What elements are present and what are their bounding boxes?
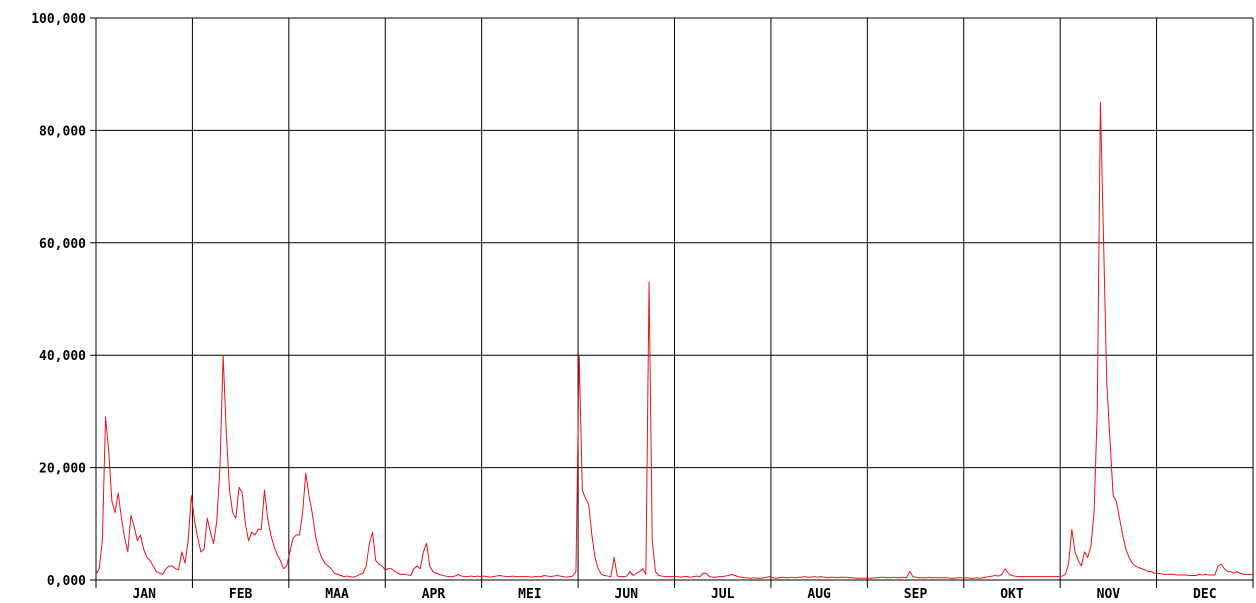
x-tick-label-dec: DEC <box>1193 587 1216 602</box>
x-tick-label-sep: SEP <box>904 587 928 602</box>
x-tick-label-nov: NOV <box>1097 587 1121 602</box>
y-tick-labels: 0,000 20,000 40,000 60,000 80,000 100,000 <box>31 12 86 589</box>
x-tick-label-maa: MAA <box>325 587 349 602</box>
series-layer <box>95 101 1253 579</box>
y-tick-label: 20,000 <box>39 462 86 477</box>
grid-layer <box>90 17 1254 588</box>
x-tick-label-apr: APR <box>422 587 446 602</box>
y-tick-label: 40,000 <box>39 349 86 364</box>
x-tick-label-feb: FEB <box>229 587 253 602</box>
y-tick-label: 0,000 <box>47 574 86 589</box>
x-tick-label-aug: AUG <box>807 587 831 602</box>
x-tick-label-jan: JAN <box>132 587 156 602</box>
x-tick-label-jul: JUL <box>711 587 735 602</box>
x-tick-label-mei: MEI <box>518 587 541 602</box>
x-tick-label-jun: JUN <box>615 587 639 602</box>
x-tick-label-okt: OKT <box>1000 587 1024 602</box>
x-tick-labels: JAN FEB MAA APR MEI JUN JUL AUG SEP OKT NOV DEC <box>132 587 1216 602</box>
y-tick-label: 100,000 <box>31 12 86 27</box>
y-tick-label: 80,000 <box>39 124 86 139</box>
y-tick-label: 60,000 <box>39 237 86 252</box>
series-line-0 <box>95 101 1253 579</box>
